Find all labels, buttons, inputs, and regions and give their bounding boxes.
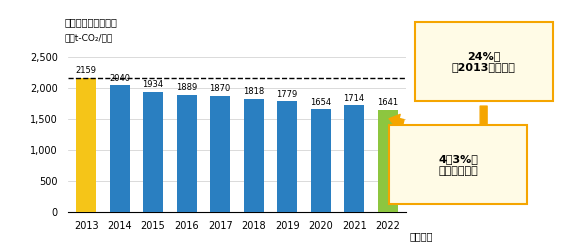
Text: 2040: 2040 — [109, 74, 130, 83]
Bar — [177, 94, 197, 212]
Text: 1818: 1818 — [243, 87, 265, 96]
Bar — [344, 105, 364, 212]
Text: 4．3%減
（前年度比）: 4．3%減 （前年度比） — [438, 154, 478, 176]
Text: 1641: 1641 — [377, 98, 398, 108]
Bar — [244, 99, 264, 212]
Text: 1714: 1714 — [343, 94, 365, 103]
Text: 1654: 1654 — [310, 98, 331, 107]
Text: 2159: 2159 — [76, 66, 96, 75]
Text: 温室効果ガス排出量: 温室効果ガス排出量 — [64, 17, 117, 28]
Text: （年度）: （年度） — [409, 232, 433, 242]
Text: 1934: 1934 — [143, 80, 164, 89]
Text: 1779: 1779 — [276, 90, 298, 99]
Text: 24%減
（2013年度比）: 24%減 （2013年度比） — [452, 51, 515, 72]
Bar — [210, 96, 230, 212]
Bar — [378, 110, 398, 212]
Bar — [311, 109, 331, 212]
Bar — [109, 85, 130, 212]
Bar — [76, 78, 96, 212]
Text: 1870: 1870 — [209, 84, 231, 93]
Text: 1889: 1889 — [176, 83, 197, 92]
Bar — [277, 101, 297, 212]
Text: （万t-CO₂/年）: （万t-CO₂/年） — [64, 34, 113, 43]
Bar — [143, 92, 163, 212]
